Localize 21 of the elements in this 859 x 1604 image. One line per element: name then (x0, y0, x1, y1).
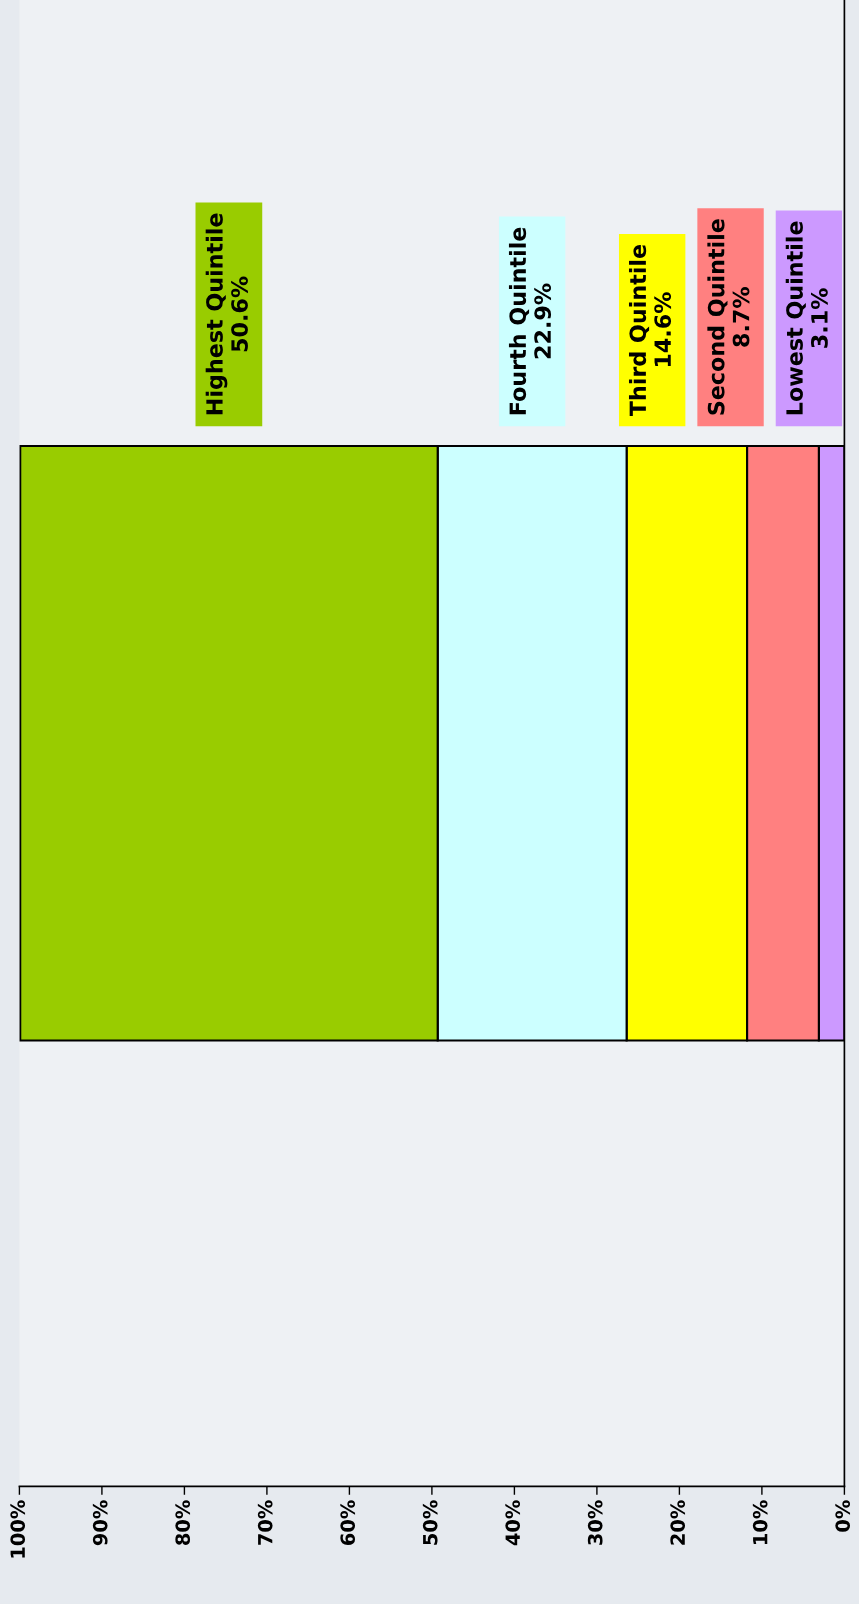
text: Third Quintile (628, 245, 650, 417)
text: Second Quintile (707, 219, 728, 415)
x-tick-label: 10% (752, 1500, 768, 1544)
x-tick-label: 30% (587, 1500, 603, 1545)
annotation: 50.6% (231, 276, 248, 352)
text: Lowest Quintile (785, 221, 806, 415)
x-tick-label: 90% (92, 1500, 108, 1546)
x-tick-label: 20% (670, 1500, 686, 1545)
x-tick-label: 50% (422, 1500, 438, 1545)
annotation: 8.7% (732, 287, 750, 347)
x-tick-label: 100% (10, 1500, 26, 1558)
text: Fourth Quintile (508, 227, 530, 415)
annotation: 22.9% (534, 283, 552, 359)
x-tick-label: 60% (340, 1500, 356, 1545)
x-tick-label: 70% (257, 1500, 273, 1545)
annotation: 14.6% (654, 292, 672, 367)
x-tick-label: 40% (505, 1500, 521, 1546)
x-tick-label: 80% (175, 1500, 191, 1545)
annotation: 3.1% (811, 288, 828, 348)
text: Highest Quintile (205, 213, 228, 415)
x-tick-label: 0% (835, 1500, 851, 1532)
